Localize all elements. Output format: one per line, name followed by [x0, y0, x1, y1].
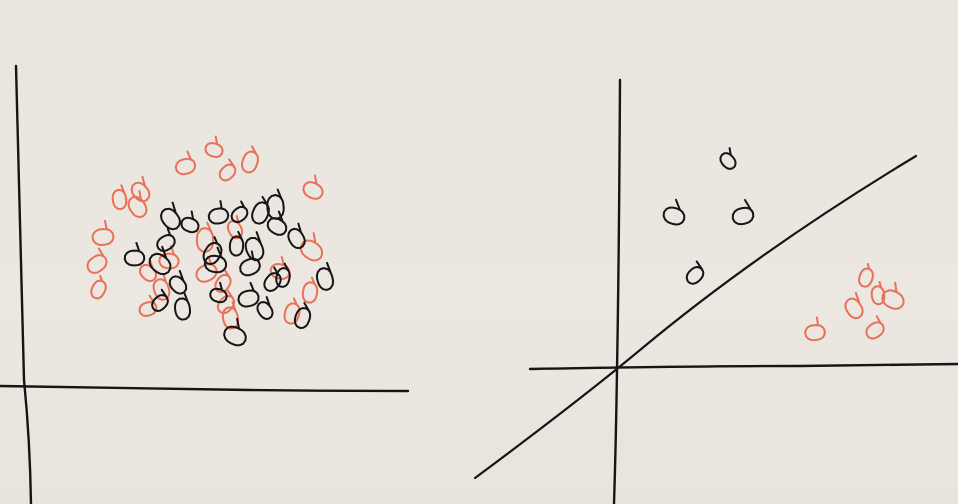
black-point: [266, 188, 285, 220]
red-point: [865, 315, 885, 340]
black-point: [685, 260, 705, 285]
red-point: [204, 135, 224, 158]
red-point: [226, 215, 244, 240]
black-point: [202, 236, 223, 266]
black-point: [719, 147, 737, 170]
black-point: [731, 199, 755, 226]
black-point: [148, 245, 172, 275]
red-point: [195, 221, 215, 253]
red-point: [130, 175, 151, 203]
black-point: [174, 292, 191, 321]
right-y-axis: [612, 78, 622, 504]
red-point: [158, 245, 180, 270]
black-point: [275, 262, 291, 288]
red-point: [301, 276, 319, 304]
black-point: [662, 198, 686, 226]
black-point: [263, 266, 282, 292]
black-point: [180, 210, 200, 234]
red-point: [86, 247, 108, 274]
right-points: [662, 147, 905, 342]
black-point: [207, 200, 230, 225]
red-point: [844, 292, 864, 320]
red-point: [881, 281, 905, 310]
black-point: [315, 261, 335, 291]
red-point: [127, 190, 148, 219]
right-x-axis: [528, 362, 958, 371]
red-point: [283, 297, 301, 325]
black-point: [168, 269, 188, 295]
left-points: [86, 135, 335, 347]
black-point: [156, 227, 176, 252]
black-point: [151, 288, 169, 312]
black-point: [123, 242, 146, 267]
red-point: [91, 220, 115, 246]
black-point: [287, 222, 306, 250]
black-point: [228, 230, 245, 257]
black-point: [160, 201, 181, 231]
red-point: [241, 145, 259, 174]
black-point: [251, 195, 270, 225]
black-point: [209, 281, 228, 304]
red-point: [858, 263, 874, 288]
black-point: [230, 200, 249, 224]
black-point: [266, 210, 288, 236]
red-point: [302, 174, 324, 200]
red-point: [299, 232, 324, 262]
panel-left: [0, 64, 410, 504]
red-point: [90, 274, 107, 300]
black-point: [293, 302, 312, 329]
red-point: [111, 184, 128, 211]
black-point: [256, 296, 274, 320]
black-point: [203, 246, 227, 274]
left-x-axis: [0, 384, 410, 393]
separating-line: [473, 154, 918, 480]
black-point: [223, 317, 247, 347]
red-point: [139, 258, 158, 283]
red-point: [804, 316, 826, 342]
black-point: [244, 231, 265, 262]
red-point: [195, 256, 218, 283]
panel-right: [473, 78, 958, 504]
red-point: [221, 301, 240, 330]
black-point: [237, 281, 260, 308]
red-point: [218, 158, 237, 182]
left-y-axis: [14, 64, 33, 504]
black-point: [239, 250, 261, 277]
red-point: [174, 150, 197, 176]
